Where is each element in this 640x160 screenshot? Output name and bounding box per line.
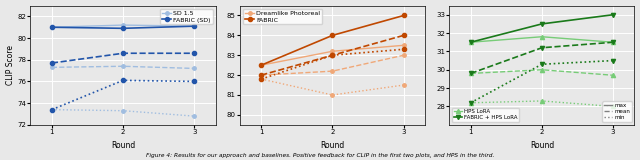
X-axis label: Round: Round xyxy=(321,140,344,150)
X-axis label: Round: Round xyxy=(111,140,135,150)
Text: Figure 4: Results for our approach and baselines. Positive feedback for CLIP in : Figure 4: Results for our approach and b… xyxy=(146,153,494,158)
Legend: Dreamlike Photoreal, FABRIC: Dreamlike Photoreal, FABRIC xyxy=(243,9,322,24)
Y-axis label: CLIP Score: CLIP Score xyxy=(6,45,15,85)
X-axis label: Round: Round xyxy=(530,140,554,150)
Legend: max, mean, min: max, mean, min xyxy=(602,101,632,122)
Legend: SD 1.5, FABRIC (SD): SD 1.5, FABRIC (SD) xyxy=(160,9,212,24)
